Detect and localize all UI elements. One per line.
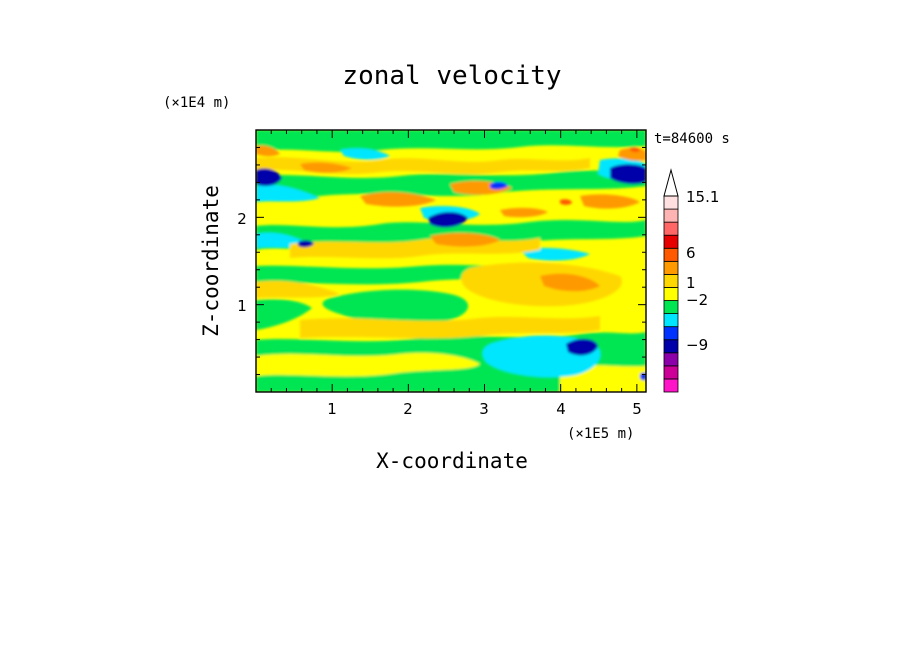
- colorbar-swatch: [663, 313, 679, 328]
- x-tick-label: 2: [403, 400, 413, 418]
- colorbar-label: 1: [686, 274, 696, 292]
- colorbar-label: 6: [686, 244, 696, 262]
- colorbar-swatch: [663, 260, 679, 275]
- colorbar-swatch: [663, 339, 679, 354]
- contour-field: [256, 130, 646, 392]
- x-tick-label: 1: [327, 400, 337, 418]
- time-label: t=84600 s: [654, 131, 730, 147]
- colorbar-swatch: [663, 208, 679, 223]
- colorbar-label: −9: [686, 336, 708, 354]
- axis-ticks: [256, 130, 646, 392]
- x-axis-label: X-coordinate: [376, 449, 528, 473]
- y-tick-label: 2: [237, 210, 247, 228]
- colorbar-extend-arrow: [663, 168, 679, 197]
- y-axis-label: Z-coordinate: [199, 185, 223, 337]
- colorbar-swatch: [663, 378, 679, 393]
- x-tick-label: 3: [479, 400, 489, 418]
- colorbar-swatch: [663, 300, 679, 314]
- x-tick-label: 4: [556, 400, 566, 418]
- colorbar-swatch: [663, 326, 679, 341]
- colorbar-swatch: [663, 234, 679, 249]
- x-tick-label: 5: [632, 400, 642, 418]
- y-tick-label: 1: [237, 297, 247, 315]
- chart-title: zonal velocity: [342, 61, 561, 91]
- colorbar-label: −2: [686, 291, 708, 309]
- colorbar-swatch: [663, 365, 679, 380]
- colorbar-swatch: [663, 195, 679, 210]
- colorbar-swatch: [663, 273, 679, 288]
- colorbar-swatch: [663, 287, 679, 301]
- y-unit-label: (×1E4 m): [163, 95, 230, 111]
- colorbar-swatch: [663, 221, 679, 236]
- colorbar: [663, 168, 679, 393]
- colorbar-label: 15.1: [686, 188, 719, 206]
- colorbar-swatch: [663, 247, 679, 262]
- colorbar-swatch: [663, 352, 679, 367]
- x-unit-label: (×1E5 m): [567, 426, 634, 442]
- plot-frame: [255, 129, 647, 393]
